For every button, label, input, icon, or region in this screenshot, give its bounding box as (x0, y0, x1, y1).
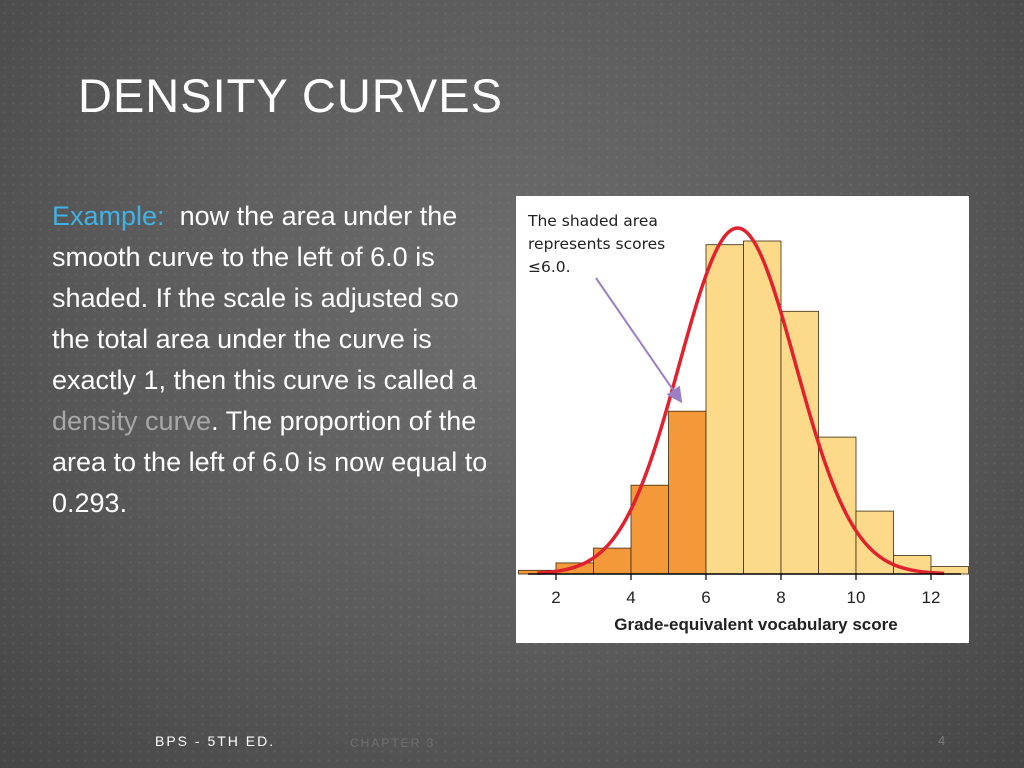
annotation-line-1: The shaded area (527, 212, 658, 230)
body-text-after: . The proportion of the area to the left… (52, 406, 488, 518)
slide-title: DENSITY CURVES (78, 69, 503, 122)
x-tick-label: 10 (847, 588, 866, 607)
footer-book: BPS - 5TH ED. (155, 733, 276, 749)
x-tick-label: 12 (922, 588, 941, 607)
x-tick-label: 8 (776, 588, 785, 607)
x-tick-label: 4 (626, 588, 635, 607)
density-curve-line (537, 226, 945, 576)
histogram-bar (705, 244, 744, 575)
histogram-chart: 2 4 6 8 10 12 Grade-equivalent vocabulary sco… (518, 212, 969, 634)
footer-chapter: CHAPTER 3 (350, 736, 436, 750)
x-axis-ticks: 2 4 6 8 10 12 (551, 574, 940, 607)
histogram-bar (855, 510, 894, 575)
x-axis-label: Grade-equivalent vocabulary score (614, 615, 897, 634)
example-label: Example: (52, 201, 165, 231)
histogram-figure: 2 4 6 8 10 12 Grade-equivalent vocabulary sco… (516, 196, 969, 643)
annotation-arrow (595, 277, 683, 404)
annotation-text: The shaded area represents scores ≤6.0. (527, 212, 665, 276)
footer-page-number: 4 (938, 733, 946, 748)
density-curve-term: density curve (52, 406, 212, 436)
x-tick-label: 2 (551, 588, 560, 607)
body-text-before: now the area under the smooth curve to t… (52, 201, 477, 395)
histogram-bar (780, 310, 819, 575)
annotation-line-3: ≤6.0. (528, 258, 571, 276)
histogram-bar (668, 410, 707, 575)
body-paragraph: Example: now the area under the smooth c… (52, 196, 492, 524)
annotation-line-2: represents scores (528, 235, 665, 253)
x-tick-label: 6 (701, 588, 710, 607)
histogram-bars (518, 240, 969, 575)
